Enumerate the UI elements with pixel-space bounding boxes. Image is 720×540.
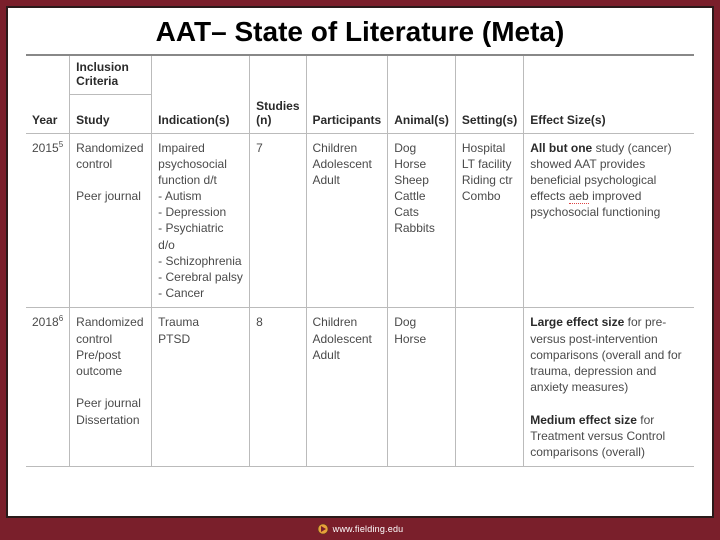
cell-study: Randomized control Pre/post outcome Peer… bbox=[70, 308, 152, 467]
col-inclusion-criteria: Inclusion Criteria bbox=[70, 55, 152, 95]
cell-animals: Dog Horse bbox=[388, 308, 456, 467]
col-settings: Setting(s) bbox=[455, 95, 523, 134]
col-participants: Participants bbox=[306, 95, 388, 134]
cell-settings: Hospital LT facility Riding ctr Combo bbox=[455, 133, 523, 308]
header-group-label: Inclusion Criteria bbox=[76, 60, 129, 88]
col-indications: Indication(s) bbox=[152, 95, 250, 134]
col-effect-spacer bbox=[524, 55, 694, 95]
col-n-spacer bbox=[250, 55, 306, 95]
cell-study: Randomized control Peer journal bbox=[70, 133, 152, 308]
col-year-spacer bbox=[26, 55, 70, 95]
cell-effect: All but one study (cancer) showed AAT pr… bbox=[524, 133, 694, 308]
table-row: 20155 Randomized control Peer journal Im… bbox=[26, 133, 694, 308]
literature-table: Inclusion Criteria Year Study Indication… bbox=[8, 54, 712, 467]
col-participants-spacer bbox=[306, 55, 388, 95]
cell-year: 20186 bbox=[26, 308, 70, 467]
cell-participants: Children Adolescent Adult bbox=[306, 133, 388, 308]
cell-indications: Impaired psychosocial function d/t - Aut… bbox=[152, 133, 250, 308]
logo-icon bbox=[317, 523, 329, 535]
col-settings-spacer bbox=[455, 55, 523, 95]
col-effect: Effect Size(s) bbox=[524, 95, 694, 134]
col-study: Study bbox=[70, 95, 152, 134]
footer-url: www.fielding.edu bbox=[333, 524, 404, 534]
col-animals-spacer bbox=[388, 55, 456, 95]
col-year: Year bbox=[26, 95, 70, 134]
header-row: Year Study Indication(s) Studies (n) Par… bbox=[26, 95, 694, 134]
footer-bar: www.fielding.edu bbox=[0, 518, 720, 540]
slide-title: AAT– State of Literature (Meta) bbox=[8, 16, 712, 48]
slide-frame: AAT– State of Literature (Meta) Inclusio… bbox=[6, 6, 714, 518]
cell-n: 8 bbox=[250, 308, 306, 467]
header-row-group: Inclusion Criteria bbox=[26, 55, 694, 95]
cell-indications: Trauma PTSD bbox=[152, 308, 250, 467]
cell-settings bbox=[455, 308, 523, 467]
cell-participants: Children Adolescent Adult bbox=[306, 308, 388, 467]
cell-effect: Large effect size for pre- versus post-i… bbox=[524, 308, 694, 467]
col-animals: Animal(s) bbox=[388, 95, 456, 134]
meta-table: Inclusion Criteria Year Study Indication… bbox=[26, 54, 694, 467]
cell-animals: Dog Horse Sheep Cattle Cats Rabbits bbox=[388, 133, 456, 308]
cell-n: 7 bbox=[250, 133, 306, 308]
cell-year: 20155 bbox=[26, 133, 70, 308]
table-row: 20186 Randomized control Pre/post outcom… bbox=[26, 308, 694, 467]
col-n: Studies (n) bbox=[250, 95, 306, 134]
col-indications-spacer bbox=[152, 55, 250, 95]
